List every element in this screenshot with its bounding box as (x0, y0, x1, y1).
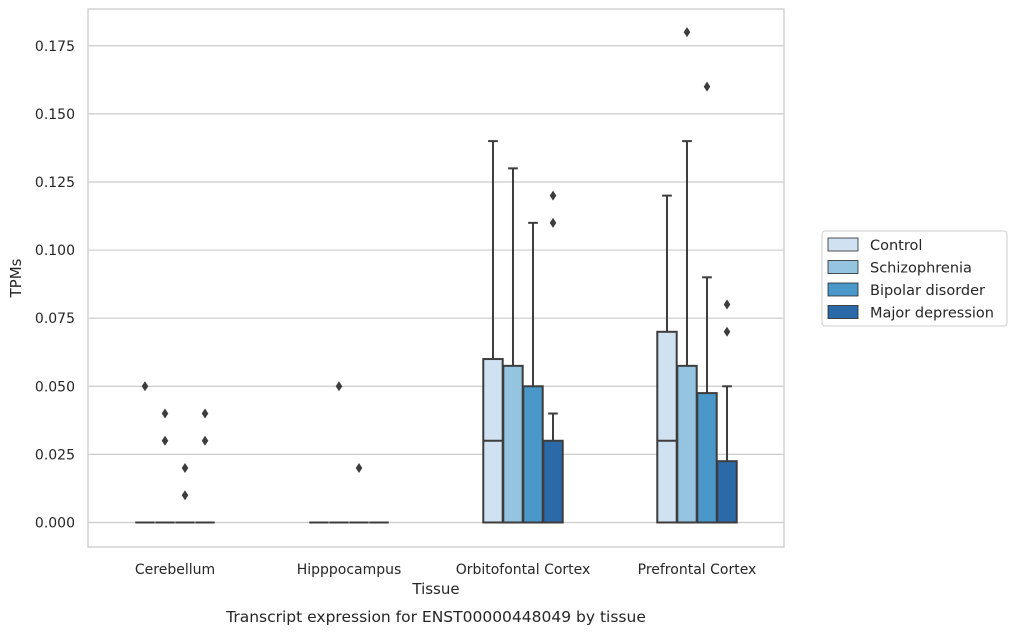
box-group (175, 463, 195, 524)
legend-label: Bipolar disorder (870, 283, 985, 299)
outlier-point (181, 490, 189, 501)
legend-swatch (827, 282, 859, 297)
outlier-point (683, 27, 691, 38)
x-tick-label: Hipppocampus (297, 562, 402, 578)
outlier-point (201, 435, 209, 446)
box-group (522, 221, 544, 524)
boxes (135, 27, 738, 524)
legend-label: Control (870, 238, 922, 254)
box (656, 330, 678, 524)
legend: Control Schizophrenia Bipolar disorder Majo… (821, 230, 1008, 327)
outlier-point (549, 217, 557, 228)
box-group (716, 299, 738, 524)
box-group (349, 463, 369, 524)
box-group (329, 381, 349, 524)
outlier-point (355, 463, 363, 474)
chart-caption: Transcript expression for ENST0000044804… (225, 608, 646, 626)
y-tick-label: 0.000 (35, 515, 75, 531)
y-tick-label: 0.150 (35, 107, 75, 123)
legend-label: Schizophrenia (870, 261, 972, 277)
y-tick-label: 0.075 (35, 311, 75, 327)
y-tick-label: 0.125 (35, 175, 75, 191)
outlier-point (703, 81, 711, 92)
outlier-point (161, 408, 169, 419)
outlier-point (141, 381, 149, 392)
box (696, 392, 718, 524)
outlier-point (201, 408, 209, 419)
box-group (696, 81, 718, 524)
y-axis-title: TPMs (7, 258, 25, 298)
x-axis-tick-labels: Cerebellum Hipppocampus Orbitofontal Corte… (135, 562, 756, 578)
x-tick-label: Cerebellum (135, 562, 215, 578)
y-tick-label: 0.025 (35, 447, 75, 463)
x-axis-title: Tissue (411, 580, 459, 598)
outlier-point (335, 381, 343, 392)
x-tick-label: Orbitofontal Cortex (456, 562, 591, 578)
box (542, 439, 564, 524)
box (676, 364, 698, 524)
plot-frame (87, 8, 785, 548)
box (502, 364, 524, 524)
outlier-point (161, 435, 169, 446)
y-tick-label: 0.175 (35, 39, 75, 55)
box-group (195, 408, 215, 524)
y-tick-label: 0.050 (35, 379, 75, 395)
y-tick-label: 0.100 (35, 243, 75, 259)
box-group (135, 381, 155, 524)
legend-label: Major depression (870, 306, 994, 322)
box (716, 460, 738, 524)
box-group (676, 27, 698, 524)
outlier-point (549, 190, 557, 201)
box-group (542, 190, 564, 524)
outlier-point (181, 463, 189, 474)
legend-frame (821, 230, 1008, 327)
box-group (155, 408, 175, 524)
legend-swatch (827, 305, 859, 319)
y-axis-tick-labels: 0.000 0.025 0.050 0.075 0.100 0.125 0.150 0.175 (35, 39, 75, 532)
box (522, 385, 544, 524)
legend-swatch (827, 237, 859, 252)
x-tick-label: Prefrontal Cortex (638, 562, 757, 578)
outlier-point (723, 326, 731, 337)
outlier-point (723, 299, 731, 310)
legend-swatch (827, 260, 859, 274)
